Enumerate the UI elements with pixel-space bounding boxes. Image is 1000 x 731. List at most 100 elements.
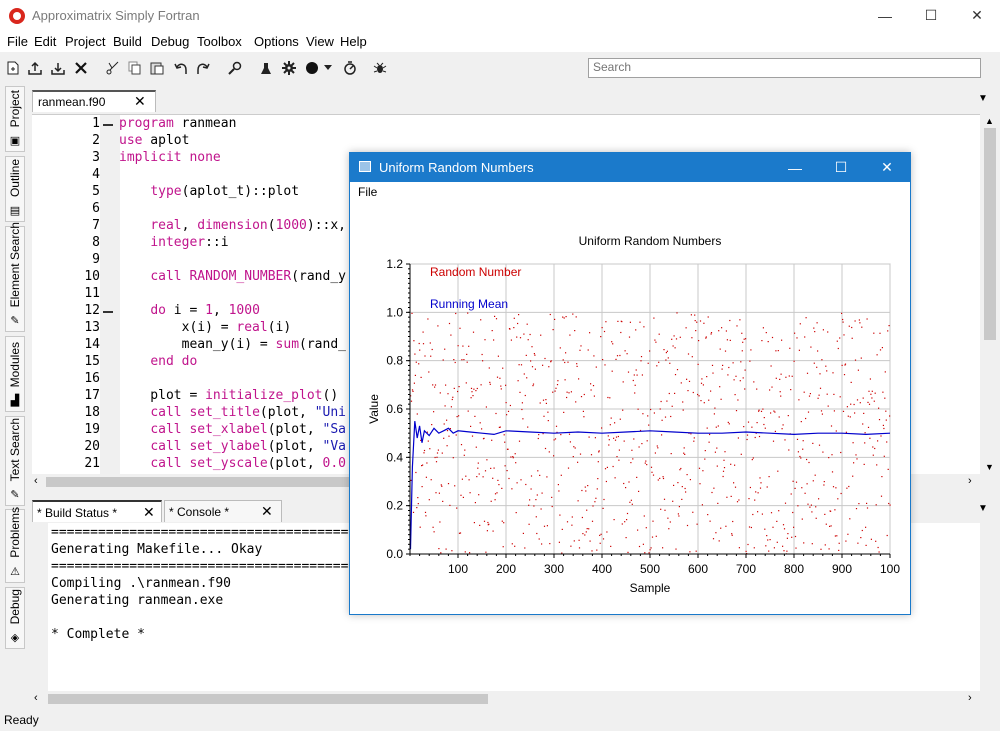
random-point — [857, 369, 859, 371]
find-icon[interactable] — [226, 59, 244, 77]
random-point — [499, 426, 501, 428]
random-point — [536, 494, 538, 496]
plot-menu-file[interactable]: File — [358, 185, 378, 199]
dock-tab-project[interactable]: Project ▣ — [5, 86, 25, 152]
editor-vscroll-thumb[interactable] — [984, 128, 996, 340]
random-point — [865, 526, 867, 528]
output-hscroll-thumb[interactable] — [48, 694, 488, 704]
plot-maximize-button[interactable]: ☐ — [834, 159, 848, 175]
text-search-icon: ✎ — [10, 489, 20, 501]
code-line: mean_y(i) = sum(rand_ — [119, 337, 346, 352]
plot-window[interactable]: Uniform Random Numbers — ☐ ✕ File 0.0 0.2… — [349, 152, 911, 615]
output-horizontal-scrollbar[interactable]: ‹ › — [30, 691, 980, 707]
line-number: 2 — [92, 133, 100, 148]
random-point — [466, 361, 468, 363]
random-point — [578, 378, 580, 380]
dock-tab-debug-label: Debug — [8, 588, 22, 624]
random-point — [456, 507, 458, 509]
debug-bug-icon[interactable] — [371, 59, 389, 77]
editor-vertical-scrollbar[interactable]: ▲ ▼ — [980, 114, 1000, 474]
code-line: x(i) = real(i) — [119, 320, 292, 335]
close-build-status-icon[interactable]: ✕ — [143, 504, 155, 520]
menu-help[interactable]: Help — [340, 34, 367, 49]
random-point — [734, 464, 736, 466]
random-point — [529, 499, 531, 501]
open-file-icon[interactable] — [26, 59, 44, 77]
close-button[interactable]: ✕ — [971, 7, 983, 23]
dock-tab-problems[interactable]: Problems ⚠ — [5, 507, 25, 583]
run-dropdown-icon[interactable] — [322, 59, 334, 77]
scroll-down-icon[interactable]: ▼ — [985, 462, 994, 472]
run-circle-icon[interactable] — [303, 59, 321, 77]
close-console-icon[interactable]: ✕ — [261, 503, 273, 519]
random-point — [565, 316, 567, 318]
menu-view[interactable]: View — [306, 34, 334, 49]
random-point — [751, 426, 753, 428]
random-point — [764, 528, 766, 530]
random-point — [672, 500, 674, 502]
build-icon[interactable] — [257, 59, 275, 77]
copy-icon[interactable] — [126, 59, 144, 77]
dock-tab-text-search[interactable]: Text Search ✎ — [5, 416, 25, 506]
random-point — [682, 401, 684, 403]
random-point — [420, 376, 422, 378]
output-scroll-right-icon[interactable]: › — [968, 692, 972, 704]
random-point — [749, 486, 751, 489]
random-point — [540, 334, 542, 336]
close-tab-icon[interactable]: ✕ — [134, 93, 146, 109]
redo-icon[interactable] — [194, 59, 212, 77]
scroll-right-icon[interactable]: › — [968, 475, 972, 487]
dock-tab-debug[interactable]: Debug ◈ — [5, 587, 25, 649]
editor-hscroll-thumb[interactable] — [46, 477, 356, 487]
dock-tab-element-search[interactable]: Element Search ✎ — [5, 222, 25, 332]
menu-debug[interactable]: Debug — [151, 34, 190, 49]
fold-marker-icon[interactable] — [103, 311, 113, 313]
menu-project[interactable]: Project — [65, 34, 106, 49]
output-scroll-left-icon[interactable]: ‹ — [34, 692, 38, 704]
settings-gear-icon[interactable] — [280, 59, 298, 77]
tab-ranmean-f90[interactable]: ranmean.f90 ✕ — [32, 90, 156, 112]
random-point — [489, 383, 491, 385]
plot-close-button[interactable]: ✕ — [881, 159, 893, 175]
random-point — [741, 332, 743, 334]
random-point — [530, 360, 532, 362]
scroll-left-icon[interactable]: ‹ — [34, 475, 38, 487]
dock-tab-outline[interactable]: Outline ▤ — [5, 156, 25, 222]
code-line: integer::i — [150, 235, 229, 250]
fold-marker-icon[interactable] — [103, 124, 113, 126]
scroll-up-icon[interactable]: ▲ — [985, 116, 994, 126]
random-point — [688, 380, 691, 382]
menu-build[interactable]: Build — [113, 34, 142, 49]
maximize-button[interactable]: ☐ — [924, 7, 938, 23]
random-point — [626, 519, 628, 521]
tab-list-dropdown-icon[interactable]: ▼ — [978, 93, 988, 104]
random-point — [781, 428, 783, 430]
minimize-button[interactable]: — — [878, 7, 892, 24]
cut-icon[interactable] — [104, 59, 122, 77]
menu-edit[interactable]: Edit — [34, 34, 57, 49]
timer-icon[interactable] — [341, 59, 359, 77]
tab-console[interactable]: * Console * ✕ — [164, 500, 282, 522]
menu-file[interactable]: File — [7, 34, 28, 49]
save-file-icon[interactable] — [49, 59, 67, 77]
undo-icon[interactable] — [172, 59, 190, 77]
output-vertical-scrollbar[interactable] — [980, 523, 1000, 691]
tab-build-status[interactable]: * Build Status * ✕ — [32, 500, 162, 522]
output-tab-list-dropdown-icon[interactable]: ▼ — [978, 503, 988, 514]
random-point — [856, 399, 859, 401]
plot-minimize-button[interactable]: — — [788, 159, 802, 176]
new-file-icon[interactable] — [4, 59, 22, 77]
random-point — [598, 450, 600, 452]
dock-tab-modules[interactable]: Modules ▟ — [5, 336, 25, 412]
close-file-icon[interactable] — [72, 59, 90, 77]
menu-toolbox[interactable]: Toolbox — [197, 34, 242, 49]
random-point — [573, 540, 575, 542]
paste-icon[interactable] — [148, 59, 166, 77]
menu-options[interactable]: Options — [254, 34, 299, 49]
random-point — [415, 361, 417, 363]
search-input[interactable] — [589, 59, 977, 75]
random-point — [410, 400, 413, 402]
random-point — [661, 419, 663, 421]
random-point — [779, 391, 781, 393]
plot-window-title-bar[interactable]: Uniform Random Numbers — ☐ ✕ — [350, 153, 910, 182]
